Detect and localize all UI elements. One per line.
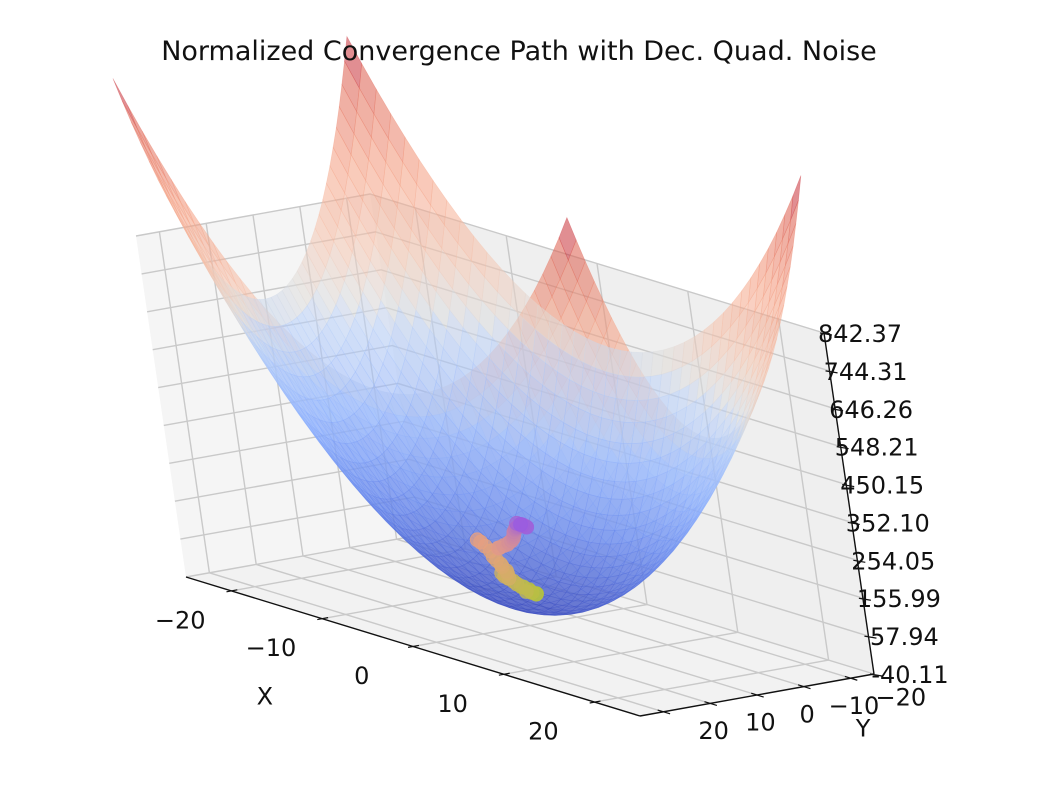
chart-title: Normalized Convergence Path with Dec. Qu… xyxy=(161,36,877,67)
z-tick-label: 254.05 xyxy=(851,547,935,575)
y-axis-label: Y xyxy=(855,714,871,742)
z-tick xyxy=(858,597,871,601)
z-tick-label: 548.21 xyxy=(835,434,919,462)
surface-patch xyxy=(151,153,176,200)
z-tick-label: 842.37 xyxy=(818,320,902,348)
surface-patch xyxy=(558,216,577,261)
z-tick-label: 57.94 xyxy=(870,623,939,651)
z-tick xyxy=(869,673,883,677)
y-tick xyxy=(704,701,718,707)
x-tick-label: 10 xyxy=(437,690,468,718)
x-tick-label: 20 xyxy=(528,718,559,746)
y-tick-label: 20 xyxy=(698,717,729,745)
path-point xyxy=(469,532,485,548)
x-tick-label: 0 xyxy=(354,662,369,690)
z-tick xyxy=(819,332,833,336)
z-tick-label: 155.99 xyxy=(857,585,941,613)
path-point xyxy=(513,517,528,532)
x-tick xyxy=(498,672,510,676)
x-tick xyxy=(226,589,238,593)
x-tick-label: −20 xyxy=(155,606,206,634)
z-tick-label: 744.31 xyxy=(824,358,908,386)
y-tick-label: 0 xyxy=(800,700,815,728)
x-axis-label: X xyxy=(257,683,273,711)
y-tick xyxy=(751,692,764,698)
z-tick xyxy=(853,559,866,563)
z-tick-label: 646.26 xyxy=(829,396,913,424)
z-axis-line xyxy=(823,332,875,675)
x-tick-label: −10 xyxy=(246,634,297,662)
surface-patch xyxy=(778,266,791,307)
x-tick xyxy=(317,617,329,621)
z-tick xyxy=(847,521,860,526)
z-tick xyxy=(836,446,849,450)
surface-patch xyxy=(752,379,766,412)
x-tick xyxy=(589,700,601,704)
z-tick xyxy=(842,483,855,488)
x-tick xyxy=(407,644,420,648)
surface-patch xyxy=(136,127,162,176)
z-tick-label: 450.15 xyxy=(840,472,924,500)
z-tick xyxy=(864,635,877,639)
z-tick xyxy=(831,408,844,412)
surface-patch xyxy=(775,286,788,326)
surface-patch xyxy=(127,105,152,154)
y-tick-label: 10 xyxy=(745,709,776,737)
z-tick-label: -40.11 xyxy=(871,661,948,689)
surface-patch xyxy=(764,338,778,374)
y-tick-label: −20 xyxy=(875,684,926,712)
surface-patch xyxy=(121,100,147,150)
y-tick xyxy=(797,684,811,690)
surface-patch xyxy=(112,78,138,129)
y-tick xyxy=(657,709,671,715)
z-tick xyxy=(825,370,838,374)
y-tick-label: −10 xyxy=(829,692,880,720)
y-tick xyxy=(844,675,858,681)
z-tick-label: 352.10 xyxy=(846,509,930,537)
surface-patch xyxy=(790,175,802,221)
surface xyxy=(112,35,802,616)
